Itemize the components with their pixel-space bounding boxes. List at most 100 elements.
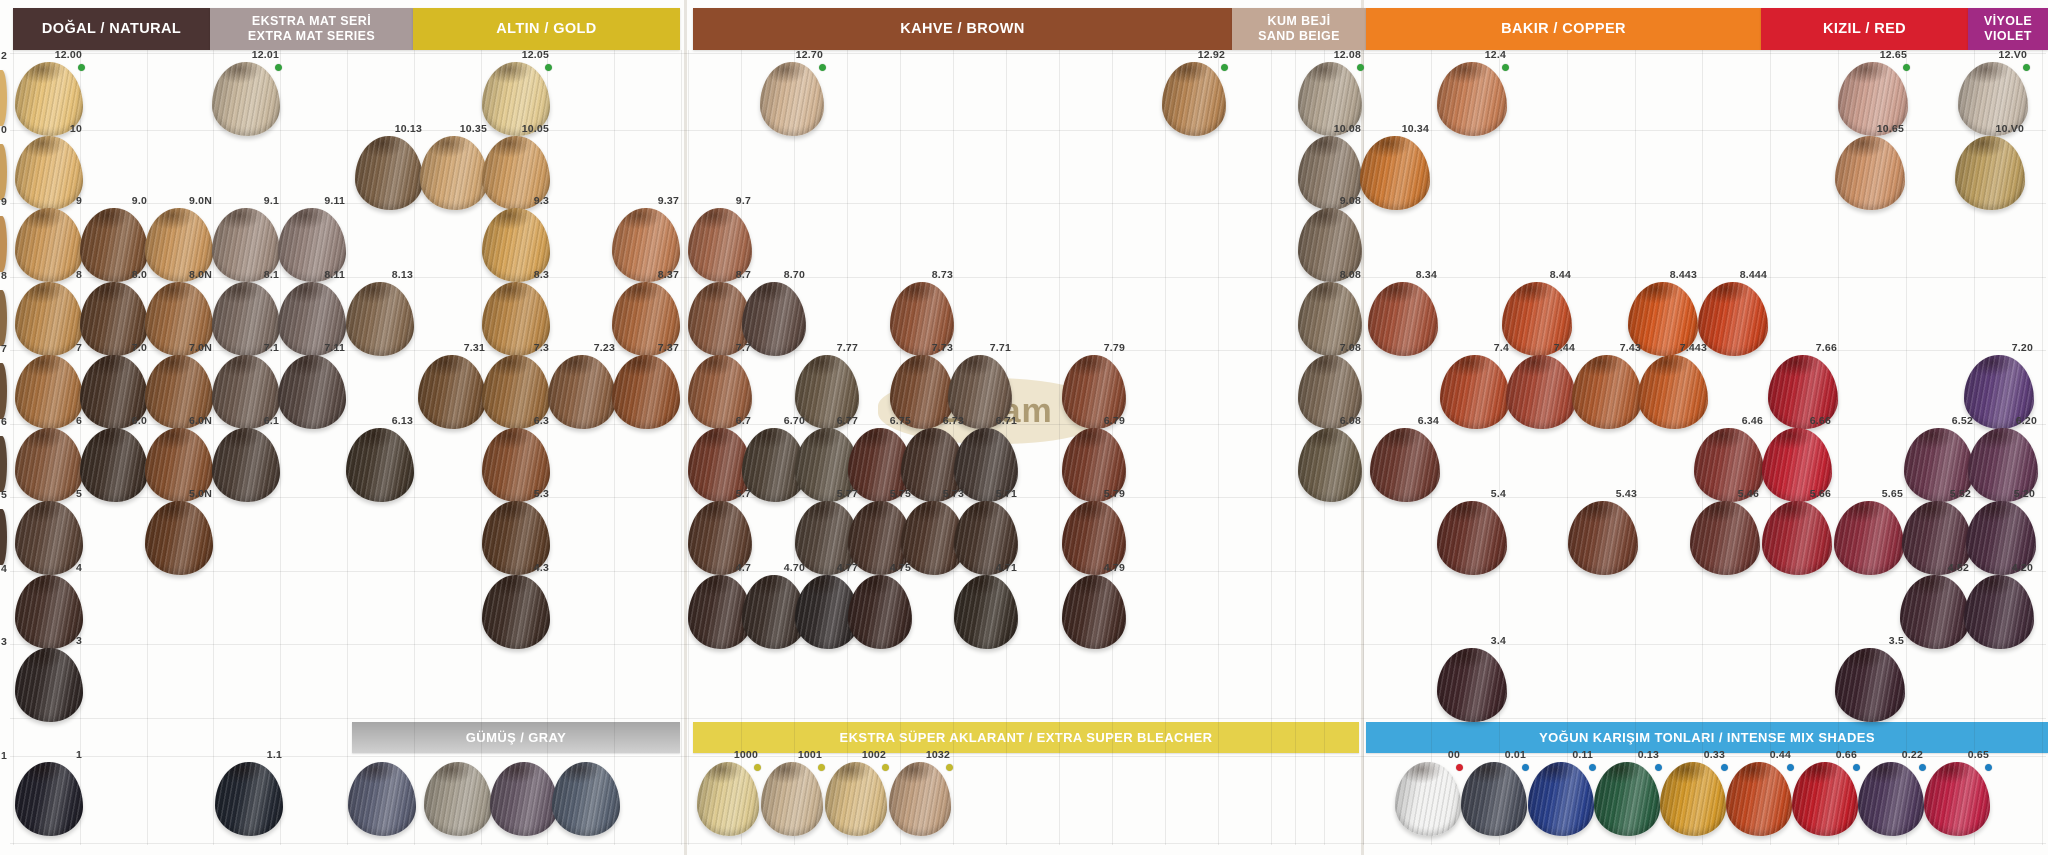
hair-swatch: 8.37 xyxy=(612,269,680,356)
shade-code: 10.V0 xyxy=(1995,123,2024,135)
hair-swatch: 9.1 xyxy=(212,195,280,282)
grid-line xyxy=(147,50,148,845)
hair-swatch: 12.65 xyxy=(1838,49,1910,136)
hair-swatch: 10.34 xyxy=(1360,123,1430,210)
shade-code: 6.75 xyxy=(889,415,911,427)
cut-hair-swatch xyxy=(0,436,7,492)
hair-swatch: 12.4 xyxy=(1437,49,1509,136)
hair-swatch: 7.443 xyxy=(1638,342,1708,429)
grid-line xyxy=(547,50,548,845)
shade-dot xyxy=(1456,764,1463,771)
shade-dot xyxy=(882,764,889,771)
cut-hair-swatch xyxy=(0,70,7,126)
shade-code: 4.77 xyxy=(836,562,858,574)
grid-line xyxy=(10,350,2046,351)
hair-swatch: 0.22 xyxy=(1858,749,1926,836)
band-label: YOĞUN KARIŞIM TONLARI / INTENSE MIX SHAD… xyxy=(1539,729,1875,745)
hair-swatch: 5.71 xyxy=(954,488,1018,575)
grid-line xyxy=(1218,50,1219,845)
hair-swatch: 5.65 xyxy=(1834,488,1904,575)
shade-code: 6.34 xyxy=(1417,415,1439,427)
shade-dot xyxy=(545,64,552,71)
shade-code: 5.43 xyxy=(1615,488,1637,500)
shade-code: 8.11 xyxy=(324,269,345,281)
hair-swatch: 8.34 xyxy=(1368,269,1438,356)
hair-swatch: 4.70 xyxy=(742,562,806,649)
shade-code: 6.66 xyxy=(1809,415,1831,427)
shade-code: 7.4 xyxy=(1493,342,1509,354)
shade-code: 7.7 xyxy=(735,342,751,354)
band-gray: GÜMÜŞ / GRAY xyxy=(352,722,680,753)
shade-code: 7.08 xyxy=(1339,342,1361,354)
band-violet: VİYOLE VIOLET xyxy=(1968,8,2048,50)
hair-swatch: 8.0 xyxy=(80,269,148,356)
hair-swatch: 6.52 xyxy=(1904,415,1974,502)
hair-swatch: 6.1 xyxy=(212,415,280,502)
band-label: KAHVE / BROWN xyxy=(900,21,1025,37)
shade-code: 1.1 xyxy=(266,749,282,761)
grid-line xyxy=(280,50,281,845)
shade-code: 7.71 xyxy=(989,342,1011,354)
hair-swatch: 1032 xyxy=(889,749,953,836)
hair-swatch: 12.92 xyxy=(1162,49,1228,136)
hair-swatch xyxy=(490,762,558,836)
band-label: SAND BEIGE xyxy=(1258,29,1340,43)
shade-code: 8.444 xyxy=(1739,269,1767,281)
shade-code: 5 xyxy=(75,488,82,500)
grid-line xyxy=(481,50,482,845)
shade-code: 8.7 xyxy=(735,269,751,281)
shade-code: 7.44 xyxy=(1553,342,1575,354)
shade-code: 8.08 xyxy=(1339,269,1361,281)
shade-code: 3.4 xyxy=(1490,635,1506,647)
shade-code: 6.71 xyxy=(995,415,1017,427)
grid-line xyxy=(10,424,2046,425)
band-gold: ALTIN / GOLD xyxy=(413,8,680,50)
cut-shade-code: 1 xyxy=(1,750,7,762)
hair-swatch: 6.0 xyxy=(80,415,148,502)
grid-line xyxy=(10,497,2046,498)
hair-swatch: 6.08 xyxy=(1298,415,1362,502)
hair-swatch: 4 xyxy=(15,562,83,649)
shade-code: 5.73 xyxy=(942,488,964,500)
shade-code: 9 xyxy=(75,195,82,207)
shade-dot xyxy=(1787,764,1794,771)
hair-swatch: 6.66 xyxy=(1762,415,1832,502)
shade-code: 5.20 xyxy=(2013,488,2035,500)
hair-swatch: 6.3 xyxy=(482,415,550,502)
grid-line xyxy=(10,53,2046,54)
shade-code: 7.79 xyxy=(1103,342,1125,354)
hair-swatch: 8.7 xyxy=(688,269,752,356)
shade-code: 1001 xyxy=(797,749,822,761)
hair-swatch: 5 xyxy=(15,488,83,575)
hair-swatch: 3 xyxy=(15,635,83,722)
shade-code: 12.V0 xyxy=(1998,49,2027,61)
shade-code: 4.75 xyxy=(889,562,911,574)
hair-swatch: 7.1 xyxy=(212,342,280,429)
shade-code: 6.46 xyxy=(1741,415,1763,427)
hair-swatch: 7.31 xyxy=(418,342,486,429)
shade-code: 1032 xyxy=(925,749,950,761)
cut-shade-code: 7 xyxy=(1,343,7,355)
hair-swatch: 9.08 xyxy=(1298,195,1362,282)
shade-code: 9.1 xyxy=(263,195,279,207)
hair-swatch xyxy=(348,762,416,836)
hair-swatch: 6.73 xyxy=(901,415,965,502)
hair-swatch: 6.20 xyxy=(1968,415,2038,502)
band-label: KUM BEJİ xyxy=(1267,14,1331,28)
shade-code: 1002 xyxy=(861,749,886,761)
shade-dot xyxy=(1655,764,1662,771)
hair-swatch: 9.3 xyxy=(482,195,550,282)
shade-code: 5.77 xyxy=(836,488,858,500)
shade-code: 9.3 xyxy=(533,195,549,207)
hair-swatch: 7.37 xyxy=(612,342,680,429)
panel-divider xyxy=(1361,0,1364,855)
band-natural: DOĞAL / NATURAL xyxy=(13,8,210,50)
grid-line xyxy=(10,571,2046,572)
shade-code: 3.5 xyxy=(1888,635,1904,647)
hair-swatch: 7.4 xyxy=(1440,342,1510,429)
hair-swatch: 4.52 xyxy=(1900,562,1970,649)
shade-code: 4.70 xyxy=(783,562,805,574)
hair-swatch: 5.66 xyxy=(1762,488,1832,575)
shade-dot xyxy=(275,64,282,71)
